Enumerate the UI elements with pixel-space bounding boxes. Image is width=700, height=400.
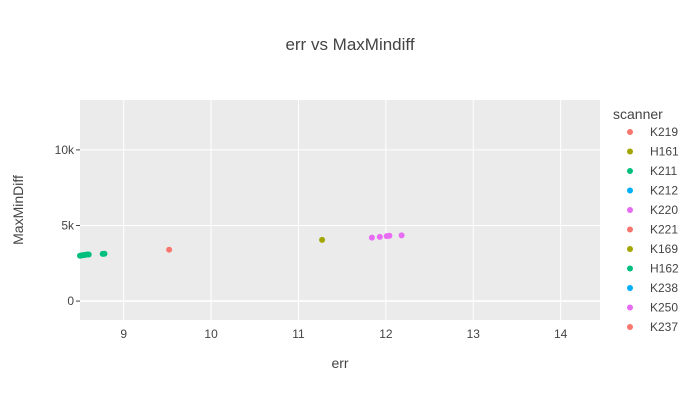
data-points <box>77 232 405 259</box>
legend-entry-label: K219 <box>650 125 678 139</box>
x-axis-title: err <box>331 355 348 371</box>
legend-entry-label: K237 <box>650 320 678 334</box>
legend-marker <box>627 168 633 174</box>
legend-marker <box>627 226 633 233</box>
legend-entry-label: H162 <box>650 262 679 276</box>
legend-marker <box>627 304 633 311</box>
legend-marker <box>627 129 633 135</box>
legend-entry-label: K212 <box>650 184 678 198</box>
y-tick-label: 10k <box>55 143 75 157</box>
x-tick-label: 9 <box>120 327 127 341</box>
data-point <box>319 236 326 243</box>
legend-title: scanner <box>613 106 663 122</box>
x-tick-label: 13 <box>467 327 481 341</box>
legend-entry-label: K169 <box>650 242 678 256</box>
chart-title: err vs MaxMindiff <box>285 35 414 54</box>
y-axis-title: MaxMinDiff <box>10 175 26 245</box>
legend-marker <box>627 265 633 272</box>
x-tick-label: 14 <box>554 327 568 341</box>
legend-marker <box>627 207 633 213</box>
data-point <box>166 246 173 253</box>
data-point <box>376 233 383 240</box>
legend-marker <box>627 324 633 330</box>
x-tick-label: 12 <box>379 327 393 341</box>
data-point <box>101 250 108 257</box>
data-point <box>368 234 375 241</box>
y-axis-ticks: 0 5k 10k <box>55 143 80 308</box>
legend-marker <box>627 246 633 252</box>
legend-entry-label: K220 <box>650 203 678 217</box>
legend-entry-label: K250 <box>650 301 678 315</box>
plot-area <box>80 100 600 320</box>
x-axis-ticks: 9 10 11 12 13 14 <box>120 327 567 341</box>
x-tick-label: 10 <box>204 327 218 341</box>
legend-marker <box>627 285 633 291</box>
y-tick-label: 0 <box>67 294 74 308</box>
data-point <box>85 251 92 258</box>
legend-entry-label: K238 <box>650 281 678 295</box>
data-point <box>386 232 393 239</box>
legend-marker <box>627 148 633 155</box>
legend-marker <box>627 187 633 194</box>
legend-entry-label: H161 <box>650 145 679 159</box>
data-point <box>398 232 405 239</box>
x-tick-label: 11 <box>292 327 305 341</box>
grid-lines <box>80 100 600 320</box>
y-tick-label: 5k <box>61 218 75 232</box>
legend-entry-label: K211 <box>650 164 677 178</box>
legend-items: K219 H161 K211 K212 K220 K221 K169 H162 K238 K250… <box>627 125 679 334</box>
legend-entry-label: K221 <box>650 223 678 237</box>
legend: scanner K219 H161 K211 K212 K220 K221 K169 H162… <box>613 106 679 334</box>
